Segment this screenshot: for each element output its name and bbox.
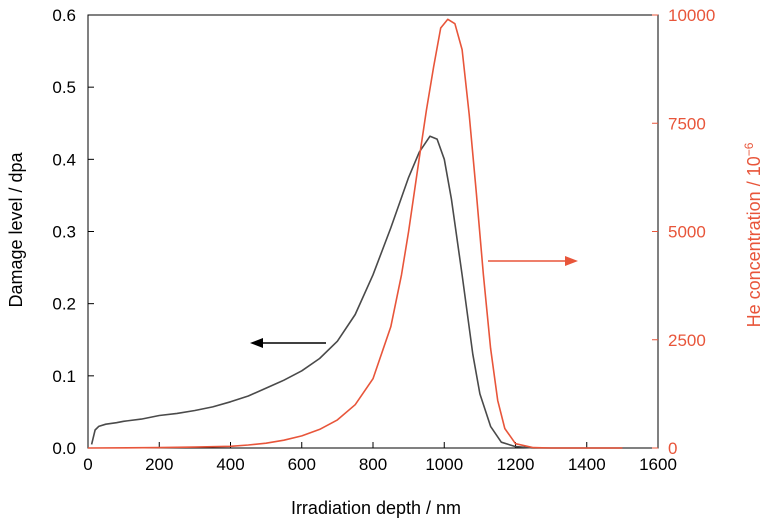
y-left-tick-label: 0.3 xyxy=(52,223,76,242)
y-right-tick-label: 0 xyxy=(668,439,677,458)
right-arrow-head xyxy=(565,256,578,266)
y-left-axis-title: Damage level / dpa xyxy=(6,151,26,307)
y-left-tick-label: 0.2 xyxy=(52,295,76,314)
y-left-tick-label: 0.1 xyxy=(52,367,76,386)
x-tick-label: 1200 xyxy=(497,455,535,474)
y-right-axis-title: He concentration / 10−6 xyxy=(742,142,764,327)
x-tick-label: 400 xyxy=(216,455,244,474)
x-tick-label: 800 xyxy=(359,455,387,474)
series-line-he-concentration xyxy=(87,18,623,449)
y-right-tick-label: 2500 xyxy=(668,331,706,350)
y-right-axis-title-base: He concentration / 10 xyxy=(744,156,764,327)
left-arrow-head xyxy=(250,338,263,348)
x-tick-label: 200 xyxy=(145,455,173,474)
y-right-tick-label: 7500 xyxy=(668,114,706,133)
y-left-tick-label: 0.5 xyxy=(52,78,76,97)
y-left-tick-label: 0.6 xyxy=(52,6,76,25)
x-axis-title: Irradiation depth / nm xyxy=(291,498,461,518)
x-tick-label: 1400 xyxy=(568,455,606,474)
x-tick-label: 1000 xyxy=(425,455,463,474)
y-right-tick-label: 5000 xyxy=(668,223,706,242)
y-left-tick-label: 0.4 xyxy=(52,150,76,169)
series-line-damage-level xyxy=(90,135,623,449)
y-right-axis-title-exponent: −6 xyxy=(742,142,756,156)
x-tick-label: 1600 xyxy=(639,455,677,474)
plot-frame xyxy=(87,14,659,449)
x-tick-label: 600 xyxy=(288,455,316,474)
y-right-tick-label: 10000 xyxy=(668,6,715,25)
y-left-tick-label: 0.0 xyxy=(52,439,76,458)
x-tick-label: 0 xyxy=(83,455,92,474)
